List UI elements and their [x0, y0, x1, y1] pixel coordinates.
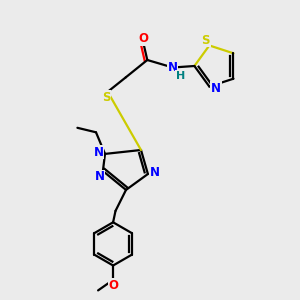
Text: N: N: [149, 166, 160, 179]
Text: H: H: [176, 71, 185, 81]
Text: O: O: [139, 32, 149, 46]
Text: N: N: [168, 61, 178, 74]
Text: N: N: [211, 82, 221, 94]
Text: N: N: [93, 146, 103, 159]
Text: S: S: [202, 34, 210, 46]
Text: S: S: [102, 91, 110, 104]
Text: N: N: [95, 170, 105, 184]
Text: O: O: [108, 279, 118, 292]
